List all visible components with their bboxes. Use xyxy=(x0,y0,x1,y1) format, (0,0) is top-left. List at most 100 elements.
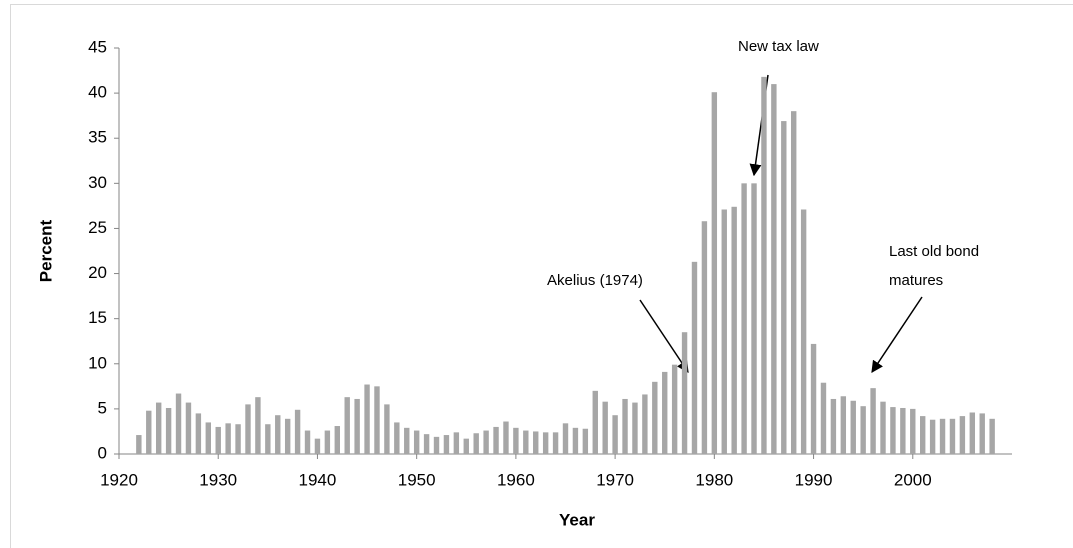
bar xyxy=(830,398,837,454)
bar xyxy=(880,401,886,454)
annotation-arrow xyxy=(871,296,923,373)
annotation: matures xyxy=(889,272,943,289)
bar xyxy=(691,261,698,454)
bar xyxy=(652,381,658,454)
bar xyxy=(334,426,340,454)
annotation: Akelius (1974) xyxy=(547,272,643,289)
bar xyxy=(711,92,718,454)
bar xyxy=(800,209,807,454)
bar xyxy=(265,424,271,454)
bar xyxy=(731,206,737,454)
bar xyxy=(552,432,559,454)
bar xyxy=(701,221,708,454)
bar xyxy=(324,430,331,454)
bar xyxy=(493,426,499,454)
bar xyxy=(612,415,618,454)
x-tick-label: 2000 xyxy=(894,470,932,489)
bar xyxy=(235,424,241,454)
bar xyxy=(900,407,906,454)
x-tick-label: 1980 xyxy=(695,470,733,489)
y-tick-label: 10 xyxy=(88,353,107,372)
bar xyxy=(850,400,856,454)
bar xyxy=(870,388,876,454)
bar xyxy=(890,407,896,454)
bar xyxy=(741,183,747,455)
chart-frame xyxy=(10,4,1073,548)
bar xyxy=(374,386,380,454)
bar xyxy=(533,431,539,454)
bar xyxy=(136,435,142,454)
bar xyxy=(245,404,251,454)
x-tick-label: 1970 xyxy=(596,470,634,489)
bar xyxy=(195,413,202,454)
bar xyxy=(562,423,569,454)
bar xyxy=(354,398,360,454)
bar xyxy=(413,430,420,454)
x-tick-label: 1990 xyxy=(795,470,833,489)
bar xyxy=(205,422,211,454)
bar xyxy=(671,364,678,454)
bar xyxy=(384,404,390,454)
bar xyxy=(503,421,509,454)
bar xyxy=(146,410,152,454)
annotation: Last old bond xyxy=(889,243,979,260)
bar xyxy=(275,415,281,454)
y-tick-label: 20 xyxy=(88,263,107,282)
bar xyxy=(681,332,688,454)
bar xyxy=(662,371,668,454)
y-tick-label: 30 xyxy=(88,173,107,192)
bar xyxy=(364,384,370,454)
bar xyxy=(592,390,598,454)
bar xyxy=(642,394,648,454)
bar xyxy=(949,418,956,454)
bar xyxy=(860,406,866,454)
y-tick-label: 25 xyxy=(88,218,107,237)
bar xyxy=(939,418,946,454)
bar xyxy=(155,402,162,454)
y-tick-label: 5 xyxy=(98,398,107,417)
bar xyxy=(820,382,827,454)
bar xyxy=(463,438,469,454)
y-tick-label: 40 xyxy=(88,83,107,102)
x-tick-label: 1950 xyxy=(398,470,436,489)
bar xyxy=(572,427,579,454)
bar xyxy=(483,430,489,454)
bar xyxy=(771,84,777,454)
bar xyxy=(453,432,460,454)
bar xyxy=(394,422,400,454)
bar xyxy=(215,426,221,454)
annotation-arrow xyxy=(639,299,689,373)
bar xyxy=(622,398,628,454)
y-tick-label: 15 xyxy=(88,308,107,327)
bar xyxy=(443,435,450,454)
bar xyxy=(473,433,479,454)
bar xyxy=(969,412,976,454)
bar xyxy=(225,423,231,454)
bar xyxy=(721,209,727,454)
bar xyxy=(294,409,301,454)
bar xyxy=(761,76,767,455)
x-tick-label: 1930 xyxy=(199,470,237,489)
bar xyxy=(989,418,995,454)
bar xyxy=(751,183,757,455)
bar xyxy=(175,393,182,454)
bar xyxy=(959,416,966,454)
bar xyxy=(781,121,787,454)
bar xyxy=(929,419,936,454)
bar xyxy=(255,397,261,454)
bar xyxy=(304,430,311,454)
y-axis-title: Percent xyxy=(36,219,55,282)
bar xyxy=(840,396,847,454)
x-tick-label: 1920 xyxy=(100,470,138,489)
y-tick-label: 0 xyxy=(98,443,107,462)
bar xyxy=(582,428,589,454)
bar xyxy=(910,408,916,454)
annotation: New tax law xyxy=(738,38,819,55)
bar xyxy=(404,427,410,454)
bar xyxy=(513,427,519,454)
bar xyxy=(632,402,638,454)
y-tick-label: 35 xyxy=(88,128,107,147)
bar xyxy=(920,416,926,454)
bar xyxy=(314,438,321,454)
